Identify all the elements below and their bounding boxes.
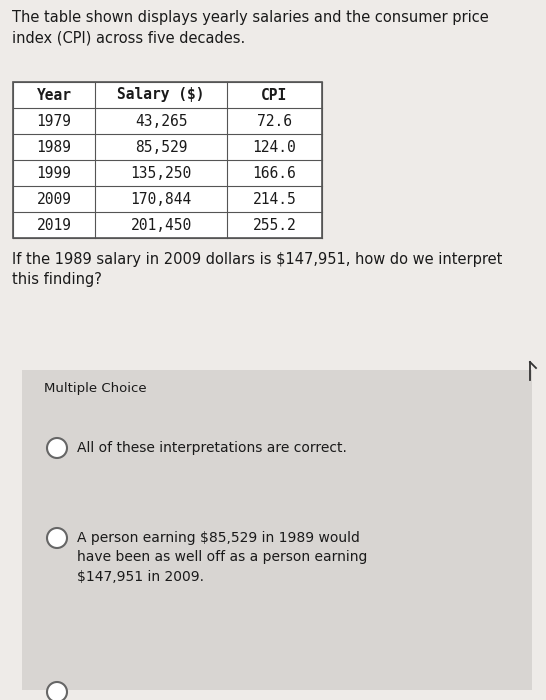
Text: 135,250: 135,250 [130, 165, 192, 181]
Text: 1989: 1989 [37, 139, 72, 155]
Bar [13, 82, 322, 238]
Text: 124.0: 124.0 [253, 139, 296, 155]
Text: If the 1989 salary in 2009 dollars is $147,951, how do we interpret
this finding: If the 1989 salary in 2009 dollars is $1… [12, 252, 502, 288]
Text: The table shown displays yearly salaries and the consumer price
index (CPI) acro: The table shown displays yearly salaries… [12, 10, 489, 46]
Text: All of these interpretations are correct.: All of these interpretations are correct… [77, 441, 347, 455]
Text: 43,265: 43,265 [135, 113, 187, 129]
Text: A person earning $85,529 in 1989 would
have been as well off as a person earning: A person earning $85,529 in 1989 would h… [77, 531, 367, 584]
Text: Multiple Choice: Multiple Choice [44, 382, 147, 395]
Text: 85,529: 85,529 [135, 139, 187, 155]
Text: Year: Year [37, 88, 72, 102]
Text: 170,844: 170,844 [130, 192, 192, 206]
Text: 2009: 2009 [37, 192, 72, 206]
Text: 255.2: 255.2 [253, 218, 296, 232]
Circle shape [47, 682, 67, 700]
Circle shape [47, 438, 67, 458]
Text: 1999: 1999 [37, 165, 72, 181]
Text: Salary ($): Salary ($) [117, 88, 205, 102]
Text: 166.6: 166.6 [253, 165, 296, 181]
Text: 2019: 2019 [37, 218, 72, 232]
Text: CPI: CPI [262, 88, 288, 102]
Text: 72.6: 72.6 [257, 113, 292, 129]
Text: 201,450: 201,450 [130, 218, 192, 232]
Bar [22, 370, 532, 690]
Text: 214.5: 214.5 [253, 192, 296, 206]
Text: 1979: 1979 [37, 113, 72, 129]
Circle shape [47, 528, 67, 548]
